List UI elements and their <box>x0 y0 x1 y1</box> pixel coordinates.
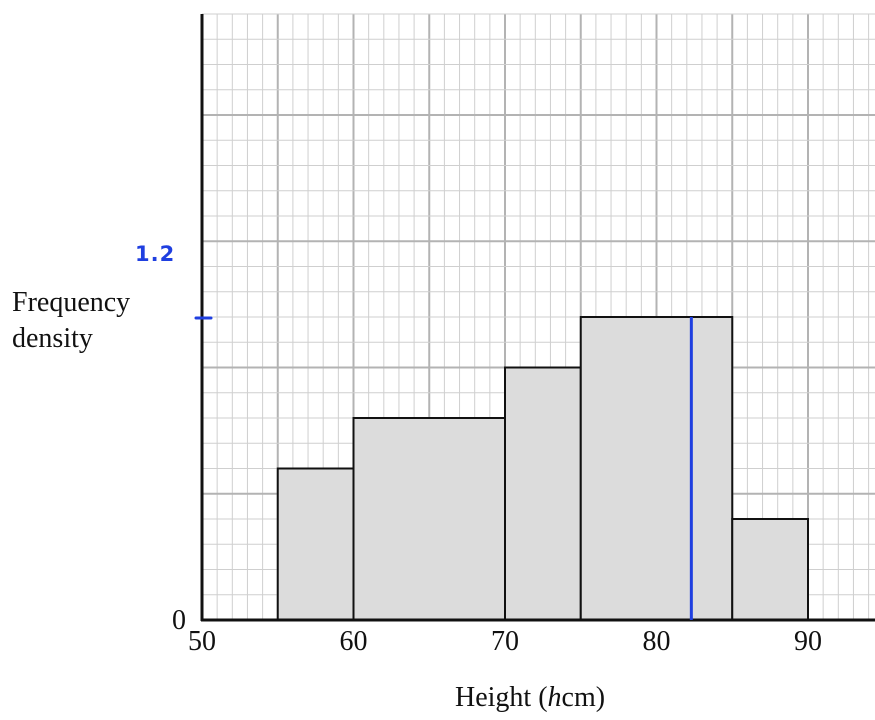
y-tick-label: 0 <box>172 605 186 636</box>
tick-labels: 50 60 70 80 90 0 <box>172 605 822 657</box>
x-axis-label-unit: cm) <box>561 682 606 713</box>
x-tick-label: 60 <box>340 626 368 657</box>
y-axis-label-line1: Frequency <box>12 287 131 318</box>
bar-1 <box>276 467 355 621</box>
x-axis-label-main: Height ( <box>455 682 548 713</box>
x-tick-label: 80 <box>643 626 671 657</box>
x-axis-label-variable: h <box>547 682 562 713</box>
y-axis-label-line2: density <box>12 323 93 354</box>
bar-4 <box>579 316 734 621</box>
handwritten-y-mark-label: 1.2 <box>135 242 176 266</box>
bar-2 <box>352 417 506 621</box>
bar-5 <box>731 518 809 621</box>
y-axis-label: Frequency density <box>12 285 192 357</box>
bar-3 <box>504 366 582 621</box>
annotations <box>194 316 693 620</box>
bars <box>276 316 809 621</box>
x-axis-label: Height (hcm) <box>455 682 605 714</box>
x-tick-label: 70 <box>491 626 519 657</box>
x-tick-label: 90 <box>794 626 822 657</box>
x-tick-label: 50 <box>188 626 216 657</box>
